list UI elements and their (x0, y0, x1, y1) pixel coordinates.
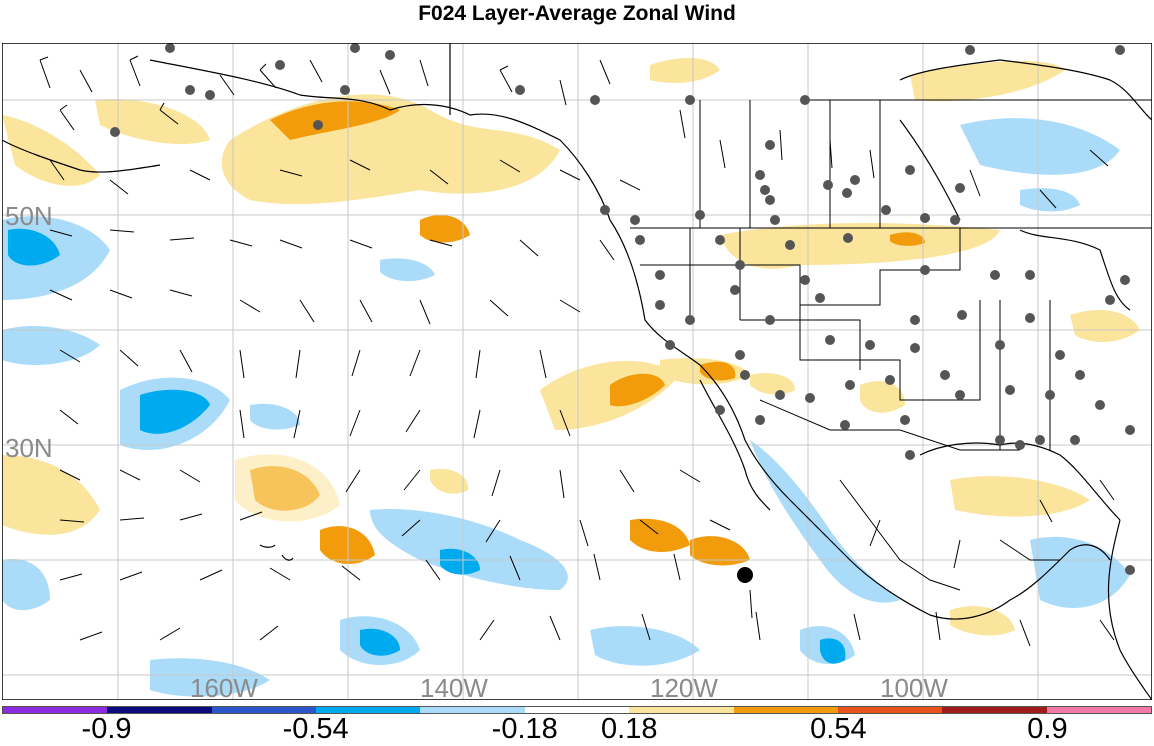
lon-label-140w: 140W (420, 673, 488, 703)
colorbar-label: -0.18 (491, 713, 558, 745)
positive-region (610, 373, 665, 407)
shaded-regions (2, 58, 1140, 697)
positive-region (910, 60, 1065, 102)
colorbar-label: 0.54 (810, 713, 867, 745)
negative-region (820, 638, 846, 664)
lon-label-120w: 120W (650, 673, 718, 703)
colorbar-segment (211, 707, 317, 713)
negative-region (960, 118, 1120, 175)
lon-label-160w: 160W (190, 673, 258, 703)
colorbar-segment (3, 707, 108, 713)
political-borders (630, 99, 1152, 591)
positive-region (700, 361, 736, 381)
positive-region (890, 232, 925, 246)
coastlines (2, 43, 1152, 700)
negative-region (590, 626, 700, 666)
graticule (2, 43, 1152, 700)
negative-region (360, 628, 400, 656)
colorbar-segment (837, 707, 943, 713)
negative-region (380, 258, 435, 282)
map-title: F024 Layer-Average Zonal Wind (418, 2, 736, 25)
colorbar (2, 706, 1152, 714)
colorbar-segment (942, 707, 1047, 713)
positive-region (270, 101, 400, 140)
lat-label-50n: 50N (5, 201, 53, 231)
positive-region (650, 58, 720, 83)
colorbar-segment (316, 707, 421, 713)
negative-region (440, 548, 480, 575)
positive-region (2, 455, 100, 535)
positive-region (430, 468, 469, 494)
negative-region (2, 325, 100, 365)
lon-label-100w: 100W (880, 673, 948, 703)
negative-region (140, 389, 210, 434)
highlight-station-marker (737, 567, 753, 583)
positive-region (690, 536, 750, 566)
colorbar-segment (629, 707, 734, 713)
negative-region (750, 440, 900, 603)
colorbar-segment (1046, 707, 1151, 713)
positive-region (95, 99, 210, 145)
lat-label-30n: 30N (5, 433, 53, 463)
colorbar-label: 0.18 (601, 713, 658, 745)
positive-region (950, 606, 1015, 636)
negative-region (2, 559, 50, 611)
colorbar-segment (733, 707, 838, 713)
colorbar-label: -0.9 (81, 713, 132, 745)
colorbar-segment (420, 707, 525, 713)
positive-region (420, 215, 470, 243)
wind-map (2, 43, 1152, 700)
negative-region (8, 228, 60, 266)
positive-region (950, 476, 1090, 517)
colorbar-segment (524, 707, 630, 713)
positive-region (750, 373, 795, 395)
colorbar-label: -0.54 (282, 713, 349, 745)
negative-region (150, 658, 270, 697)
negative-region (370, 509, 568, 590)
positive-region (235, 454, 340, 522)
positive-region (630, 518, 690, 552)
wind-barbs (39, 55, 1115, 647)
negative-region (1020, 188, 1080, 212)
negative-region (1030, 536, 1130, 608)
positive-region (720, 223, 1000, 269)
station-markers (110, 43, 1135, 575)
negative-region (250, 403, 300, 430)
colorbar-label: 0.9 (1027, 713, 1068, 745)
colorbar-segment (107, 707, 212, 713)
positive-region (860, 381, 905, 413)
positive-region (1070, 310, 1140, 342)
